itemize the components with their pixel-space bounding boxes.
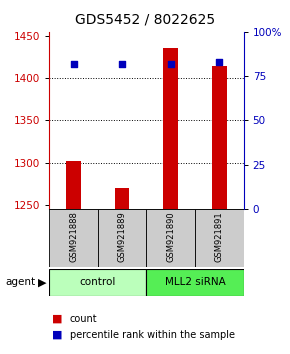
Bar [146,269,244,296]
Point [71,61,76,67]
Text: percentile rank within the sample: percentile rank within the sample [70,330,235,339]
Text: GSM921891: GSM921891 [215,212,224,262]
Bar [66,161,81,209]
Point [168,61,173,67]
Point [217,59,222,65]
Bar [115,188,129,209]
Point [120,61,124,67]
Text: GSM921890: GSM921890 [166,212,175,262]
Bar [49,209,98,267]
Bar [195,209,244,267]
Text: count: count [70,314,97,324]
Bar [164,48,178,209]
Text: GDS5452 / 8022625: GDS5452 / 8022625 [75,12,215,27]
Text: ■: ■ [52,330,63,339]
Bar [49,269,146,296]
Text: GSM921889: GSM921889 [118,212,127,262]
Text: MLL2 siRNA: MLL2 siRNA [165,277,225,287]
Text: ■: ■ [52,314,63,324]
Bar [98,209,146,267]
Bar [146,209,195,267]
Text: ▶: ▶ [38,277,46,287]
Text: GSM921888: GSM921888 [69,211,78,262]
Text: control: control [80,277,116,287]
Bar [212,65,226,209]
Text: agent: agent [6,277,36,287]
